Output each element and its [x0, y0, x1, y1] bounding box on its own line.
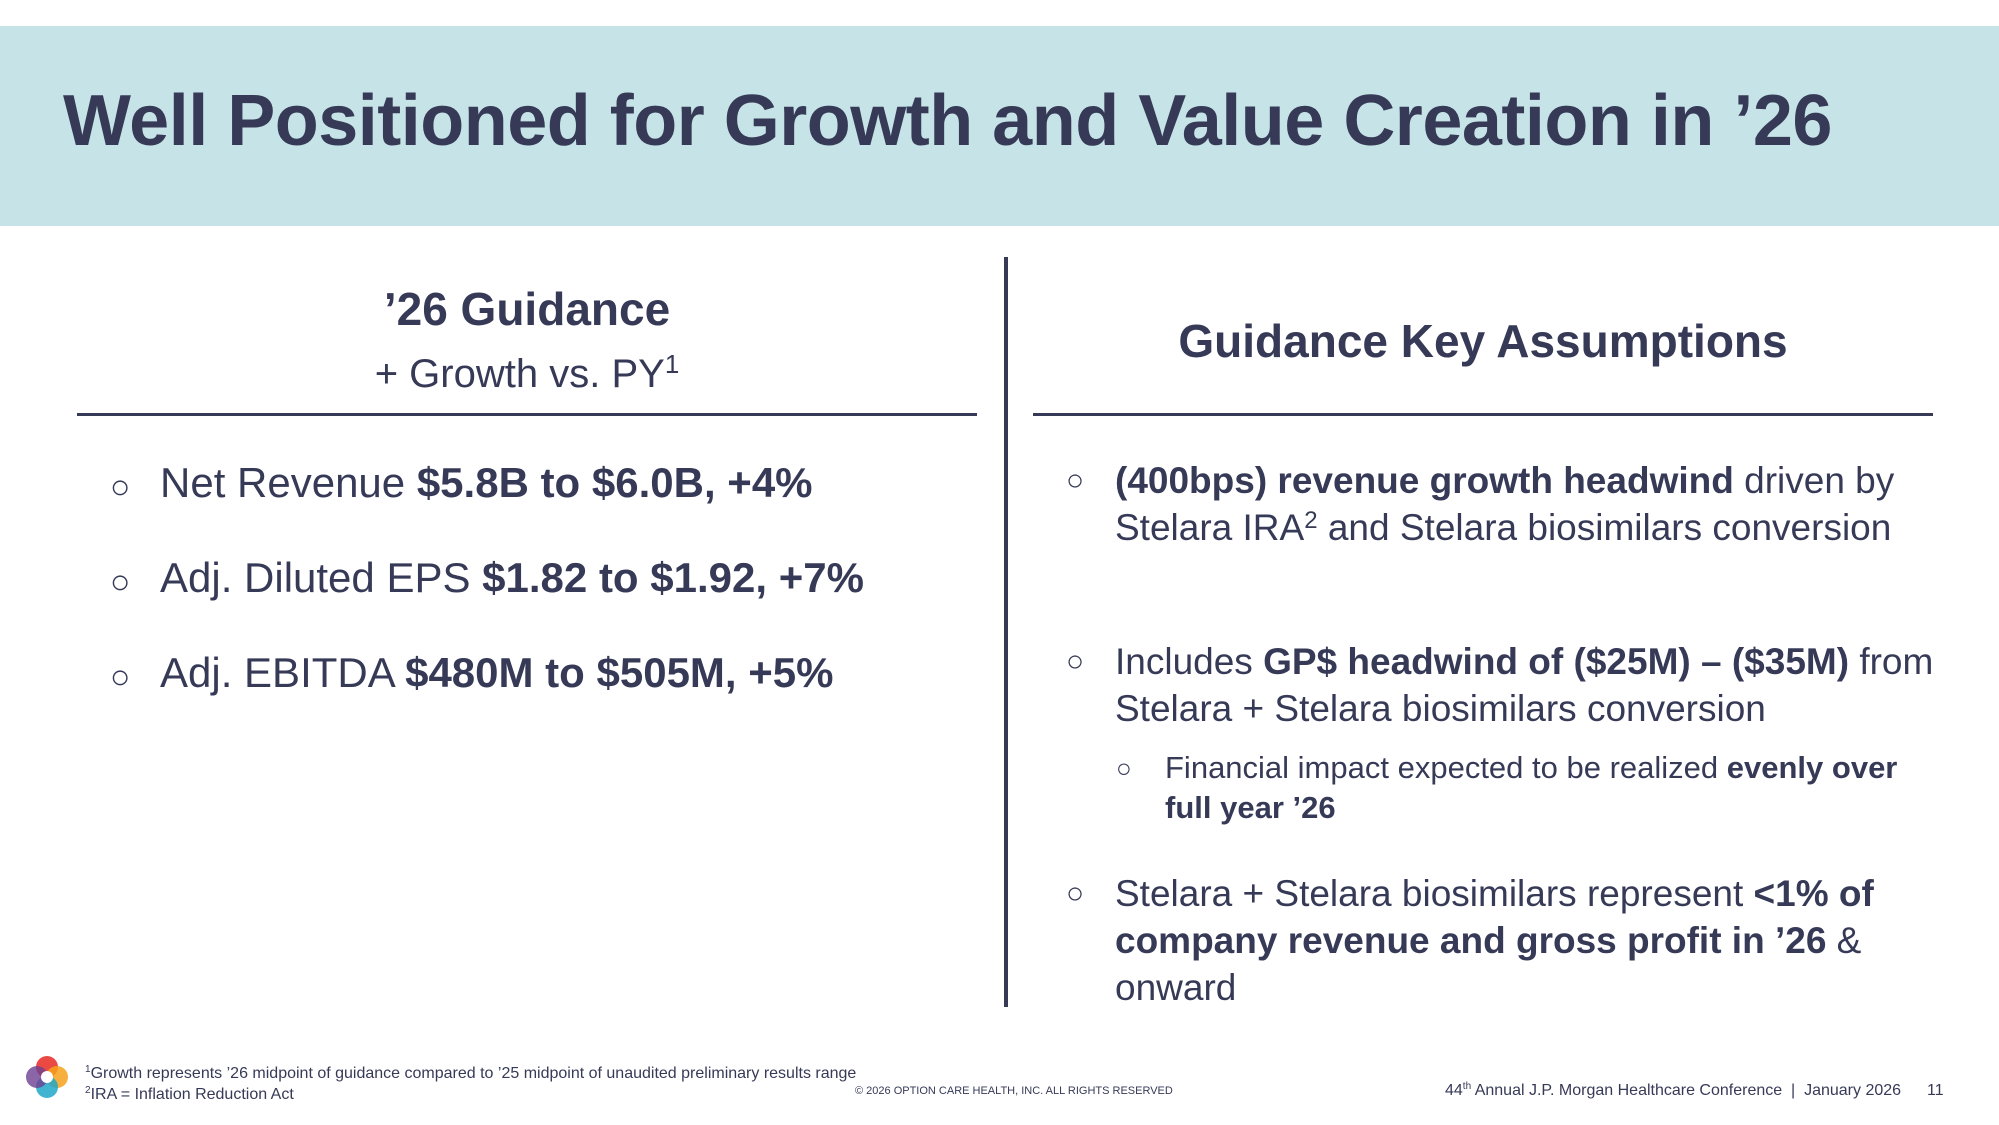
footnote-1: 1Growth represents ’26 midpoint of guida… — [85, 1063, 856, 1084]
guidance-item-ebitda: ○ Adj. EBITDA $480M to $505M, +5% — [110, 649, 833, 705]
assumption-text: Stelara + Stelara biosimilars represent — [1115, 873, 1754, 914]
page-title: Well Positioned for Growth and Value Cre… — [63, 81, 1832, 161]
guidance-subheading-text: + Growth vs. PY — [374, 352, 665, 396]
assumption-bold-text: GP$ headwind of ($25M) – ($35M) — [1263, 641, 1850, 682]
assumption-text: Includes — [1115, 641, 1264, 682]
footnote-ref: 1 — [85, 1064, 91, 1075]
assumptions-heading: Guidance Key Assumptions — [1178, 315, 1788, 367]
assumption-text: and Stelara biosimilars conversion — [1317, 507, 1892, 548]
column-divider — [1004, 257, 1008, 1007]
guidance-label: Net Revenue — [160, 459, 417, 506]
assumption-sub-item-financial-impact: ○ Financial impact expected to be realiz… — [1116, 748, 1945, 828]
guidance-value: $1.82 to $1.92, +7% — [482, 554, 864, 601]
assumption-text: Financial impact expected to be realized — [1165, 750, 1727, 785]
bullet-circle-icon: ○ — [1066, 464, 1085, 497]
bullet-circle-icon: ○ — [110, 563, 131, 601]
assumption-item-stelara-share: ○ Stelara + Stelara biosimilars represen… — [1066, 870, 1946, 1011]
title-banner — [0, 26, 1999, 226]
guidance-heading: ’26 Guidance — [383, 283, 671, 335]
right-heading-rule — [1033, 413, 1933, 416]
footnote-text: IRA = Inflation Reduction Act — [90, 1086, 294, 1103]
bullet-circle-icon: ○ — [1066, 877, 1085, 910]
page-number: 11 — [1927, 1082, 1944, 1099]
assumption-item-gp-headwind: ○ Includes GP$ headwind of ($25M) – ($35… — [1066, 638, 1946, 732]
assumption-item-revenue-headwind: ○ (400bps) revenue growth headwind drive… — [1066, 457, 1946, 551]
guidance-label: Adj. EBITDA — [160, 649, 406, 696]
conference-ordinal: 44 — [1445, 1082, 1463, 1099]
assumption-bold-text: <1% of company revenue and gross profit … — [1115, 873, 1874, 961]
assumption-text: & onward — [1115, 920, 1862, 1008]
left-heading-rule — [77, 413, 977, 416]
guidance-label: Adj. Diluted EPS — [160, 554, 483, 601]
footnote-ref: 2 — [85, 1085, 91, 1096]
guidance-item-eps: ○ Adj. Diluted EPS $1.82 to $1.92, +7% — [110, 554, 864, 610]
footnote-2: 2IRA = Inflation Reduction Act — [85, 1084, 856, 1105]
assumption-bold-text: (400bps) revenue growth headwind — [1115, 460, 1734, 501]
option-care-health-logo-icon — [26, 1056, 68, 1098]
guidance-subheading: + Growth vs. PY1 — [77, 349, 977, 397]
assumption-bold-text: evenly over full year ’26 — [1165, 750, 1898, 825]
bullet-circle-icon: ○ — [1116, 753, 1132, 783]
conference-ordinal-suffix: th — [1462, 1081, 1472, 1092]
assumption-text: from Stelara + Stelara biosimilars conve… — [1115, 641, 1934, 729]
guidance-value: $5.8B to $6.0B, +4% — [416, 459, 813, 506]
assumption-text: driven by Stelara IRA — [1115, 460, 1895, 548]
bullet-circle-icon: ○ — [110, 468, 131, 506]
footnote-ref: 2 — [1304, 507, 1318, 534]
footnote-text: Growth represents ’26 midpoint of guidan… — [90, 1065, 857, 1082]
footnote-ref: 1 — [664, 349, 680, 379]
guidance-item-net-revenue: ○ Net Revenue $5.8B to $6.0B, +4% — [110, 459, 813, 515]
conference-text: Annual J.P. Morgan Healthcare Conference… — [1471, 1082, 1902, 1099]
conference-label: 44th Annual J.P. Morgan Healthcare Confe… — [1445, 1082, 1901, 1100]
bullet-circle-icon: ○ — [110, 658, 131, 696]
copyright-notice: © 2026 OPTION CARE HEALTH, INC. ALL RIGH… — [855, 1085, 1173, 1097]
guidance-value: $480M to $505M, +5% — [405, 649, 834, 696]
footnotes: 1Growth represents ’26 midpoint of guida… — [85, 1063, 856, 1105]
bullet-circle-icon: ○ — [1066, 645, 1085, 678]
